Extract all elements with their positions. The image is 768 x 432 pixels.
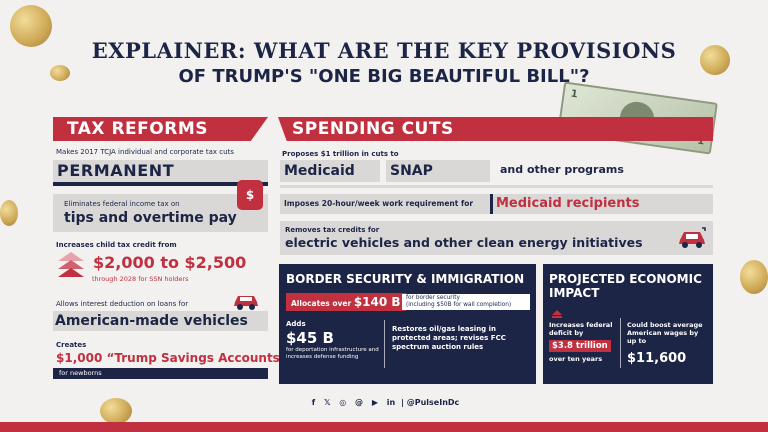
allocates-amount: $140 B: [353, 295, 401, 309]
coin-decoration: [10, 5, 52, 47]
bill-number: 1: [569, 88, 579, 101]
up-arrow-icon: [552, 310, 562, 318]
footer-separator: |: [401, 398, 404, 407]
allocates-label: Allocates over: [291, 299, 352, 308]
ev-label: electric vehicles and other clean energy…: [285, 235, 643, 250]
medicaid-label: Medicaid: [280, 160, 380, 182]
tips-box: [53, 194, 268, 232]
tips-note: Eliminates federal income tax on: [64, 200, 180, 208]
allocates-note: for border security (including $50B for …: [402, 294, 530, 310]
linkedin-icon[interactable]: in: [386, 398, 396, 407]
title-line-1: EXPLAINER: WHAT ARE THE KEY PROVISIONS: [91, 38, 677, 63]
facebook-icon[interactable]: f: [311, 398, 316, 407]
adds-label: Adds: [286, 320, 306, 328]
coin-decoration: [740, 260, 768, 294]
work-requirement-note: Imposes 20-hour/week work requirement fo…: [280, 194, 490, 214]
money-jar-icon: $: [237, 180, 263, 210]
economic-impact-title: PROJECTED ECONOMIC IMPACT: [549, 272, 702, 300]
medicaid-recipients-label: Medicaid recipients: [490, 194, 713, 214]
allocates-note-line1: for border security: [406, 295, 460, 301]
child-credit-sub: through 2028 for SSN holders: [92, 275, 189, 283]
divider: [53, 182, 268, 186]
allocates-note-line2: (including $50B for wall completion): [406, 302, 512, 308]
threads-icon[interactable]: @: [355, 398, 364, 407]
electric-car-icon: [679, 227, 706, 248]
allocates-badge: Allocates over $140 B: [286, 293, 406, 311]
savings-accounts-label: $1,000 “Trump Savings Accounts”: [56, 351, 288, 365]
divider: [280, 185, 713, 188]
vehicles-label: American-made vehicles: [53, 311, 268, 331]
economic-impact-card: [543, 264, 713, 384]
ev-box: [280, 221, 713, 255]
permanent-note: Makes 2017 TCJA individual and corporate…: [56, 148, 234, 156]
deficit-amount: $3.8 trillion: [549, 340, 611, 352]
footer-handle[interactable]: @PulseInDc: [406, 398, 460, 407]
creates-label: Creates: [56, 341, 87, 349]
newborns-label: for newborns: [53, 368, 268, 379]
child-credit-amount: $2,000 to $2,500: [93, 253, 247, 272]
ev-note: Removes tax credits for: [285, 226, 380, 234]
youtube-icon[interactable]: ▶: [371, 398, 378, 407]
coin-decoration: [100, 398, 132, 424]
coin-decoration: [0, 200, 18, 226]
proposes-note: Proposes $1 trillion in cuts to: [282, 150, 399, 158]
tax-reforms-header: TAX REFORMS: [53, 117, 268, 141]
bottom-bar: [0, 422, 768, 432]
oil-gas-note: Restores oil/gas leasing in protected ar…: [392, 325, 506, 351]
interest-note: Allows interest deduction on loans for: [56, 300, 189, 308]
adds-amount: $45 B: [286, 329, 334, 347]
up-arrows-icon: [58, 252, 84, 277]
deficit-sub: over ten years: [549, 355, 603, 363]
footer: f 𝕏 ◎ @ ▶ in | @PulseInDc: [0, 398, 768, 407]
permanent-label: PERMANENT: [53, 160, 268, 182]
title-line-2: OF TRUMP'S "ONE BIG BEAUTIFUL BILL"?: [178, 66, 590, 87]
divider: [384, 320, 385, 368]
coin-decoration: [700, 45, 730, 75]
car-icon: [234, 296, 258, 310]
coin-decoration: [50, 65, 70, 81]
snap-label: SNAP: [386, 160, 490, 182]
other-programs-label: and other programs: [500, 163, 624, 176]
wages-note: Could boost average American wages by up…: [627, 321, 703, 345]
divider: [620, 318, 621, 368]
x-icon[interactable]: 𝕏: [324, 398, 331, 407]
spending-cuts-header: SPENDING CUTS: [278, 117, 713, 141]
deficit-note: Increases federal deficit by: [549, 321, 613, 337]
wages-amount: $11,600: [627, 351, 687, 366]
adds-note: for deportation infrastructure and incre…: [286, 347, 379, 360]
instagram-icon[interactable]: ◎: [339, 398, 347, 407]
border-security-title: BORDER SECURITY & IMMIGRATION: [286, 272, 525, 286]
child-credit-note: Increases child tax credit from: [56, 241, 177, 249]
tips-label: tips and overtime pay: [64, 210, 237, 226]
border-security-card: [279, 264, 536, 384]
